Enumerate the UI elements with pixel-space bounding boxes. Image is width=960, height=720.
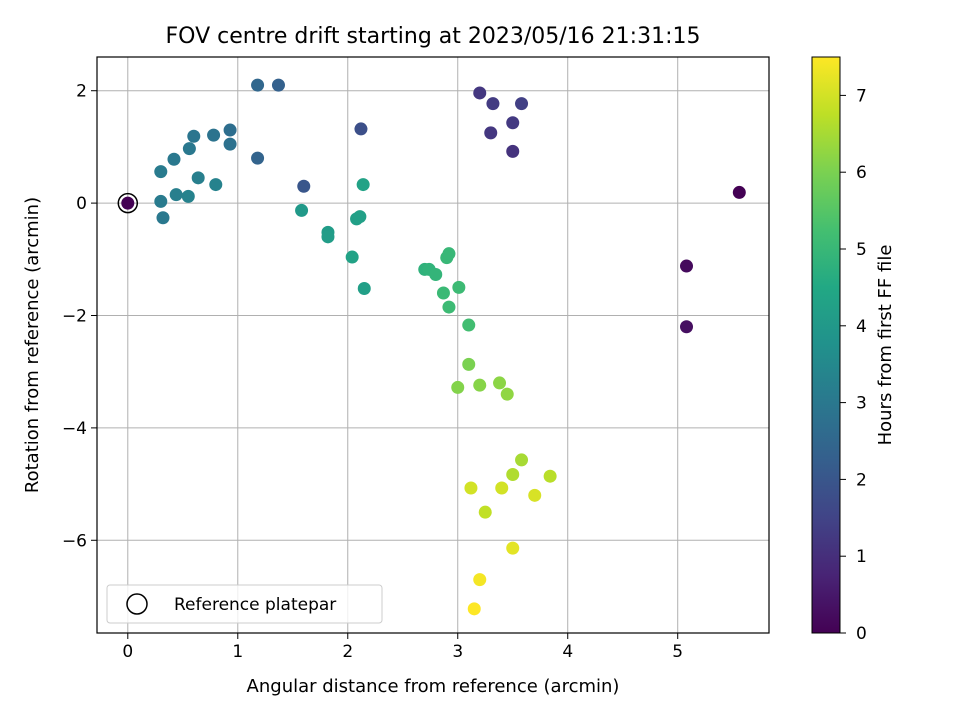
colorbar-ticks: 0 1 2 3 4 5 6 7 xyxy=(840,86,867,644)
x-tick-label: 3 xyxy=(452,642,463,662)
legend-marker-open-circle xyxy=(126,593,148,615)
x-tick-label: 1 xyxy=(232,642,243,662)
data-point xyxy=(429,267,443,281)
chart-title: FOV centre drift starting at 2023/05/16 … xyxy=(166,24,701,49)
y-axis-label: Rotation from reference (arcmin) xyxy=(22,197,43,493)
data-point xyxy=(345,250,359,264)
data-points xyxy=(117,78,746,616)
x-axis-label: Angular distance from reference (arcmin) xyxy=(247,676,620,697)
data-point xyxy=(436,286,450,300)
data-point xyxy=(484,126,498,140)
data-point xyxy=(353,210,367,224)
data-point xyxy=(462,318,476,332)
data-point xyxy=(543,469,557,483)
data-point xyxy=(182,142,196,156)
y-tick-label: 0 xyxy=(76,194,87,214)
data-point xyxy=(295,203,309,217)
plot-frame xyxy=(96,56,770,634)
data-point xyxy=(515,97,529,111)
colorbar-tick-label: 3 xyxy=(856,394,867,414)
data-point xyxy=(442,247,456,261)
data-point xyxy=(486,97,500,111)
data-point xyxy=(271,78,285,92)
data-point xyxy=(680,320,694,334)
data-point xyxy=(209,178,223,192)
colorbar-gradient xyxy=(811,56,841,634)
data-point xyxy=(167,152,181,166)
legend-box xyxy=(106,584,383,624)
data-point xyxy=(154,194,168,208)
legend-label: Reference platepar xyxy=(174,595,336,615)
data-point xyxy=(464,481,478,495)
data-point xyxy=(462,357,476,371)
data-point xyxy=(223,123,237,137)
colorbar: 0 1 2 3 4 5 6 7 Hours from first FF file xyxy=(811,56,896,644)
data-point xyxy=(356,178,370,192)
x-tick-label: 0 xyxy=(122,642,133,662)
data-point xyxy=(495,481,509,495)
colorbar-tick-label: 2 xyxy=(856,470,867,490)
data-point xyxy=(473,573,487,587)
data-point xyxy=(680,259,694,273)
y-tick-label: 2 xyxy=(76,82,87,102)
colorbar-tick-label: 7 xyxy=(856,86,867,106)
data-point xyxy=(251,78,265,92)
data-point xyxy=(181,189,195,203)
x-tick-label: 4 xyxy=(562,642,573,662)
data-point xyxy=(506,144,520,158)
data-point xyxy=(191,171,205,185)
data-point xyxy=(297,179,311,193)
data-point xyxy=(207,128,221,142)
reference-point xyxy=(121,196,135,210)
data-point xyxy=(223,137,237,151)
reference-platepar-marker xyxy=(117,192,139,214)
data-point xyxy=(452,280,466,294)
colorbar-tick-label: 5 xyxy=(856,240,867,260)
data-point xyxy=(478,505,492,519)
x-tick-label: 5 xyxy=(672,642,683,662)
data-point xyxy=(357,282,371,296)
colorbar-label: Hours from first FF file xyxy=(875,245,896,446)
data-point xyxy=(187,129,201,143)
data-point xyxy=(515,453,529,467)
colorbar-tick-label: 0 xyxy=(856,624,867,644)
grid-lines xyxy=(97,57,769,633)
y-tick-label: −6 xyxy=(62,531,87,551)
data-point xyxy=(732,185,746,199)
x-axis-ticks: 0 1 2 3 4 5 xyxy=(122,633,683,662)
y-tick-label: −4 xyxy=(62,419,87,439)
data-point xyxy=(154,165,168,179)
data-point xyxy=(169,188,183,202)
y-axis-ticks: −6 −4 −2 0 2 xyxy=(62,82,97,551)
y-tick-label: −2 xyxy=(62,306,87,326)
data-point xyxy=(442,300,456,314)
colorbar-tick-label: 6 xyxy=(856,163,867,183)
data-point xyxy=(528,488,542,502)
data-point xyxy=(467,602,481,616)
data-point xyxy=(473,86,487,100)
data-point xyxy=(500,387,514,401)
colorbar-tick-label: 4 xyxy=(856,317,867,337)
data-point xyxy=(251,151,265,165)
data-point xyxy=(506,116,520,130)
data-point xyxy=(473,378,487,392)
data-point xyxy=(156,211,170,225)
x-tick-label: 2 xyxy=(342,642,353,662)
data-point xyxy=(493,376,507,390)
data-point xyxy=(506,541,520,555)
data-point xyxy=(506,468,520,482)
data-point xyxy=(321,230,335,244)
data-point xyxy=(451,380,465,394)
legend: Reference platepar xyxy=(106,584,383,624)
colorbar-tick-label: 1 xyxy=(856,547,867,567)
data-point xyxy=(354,122,368,136)
